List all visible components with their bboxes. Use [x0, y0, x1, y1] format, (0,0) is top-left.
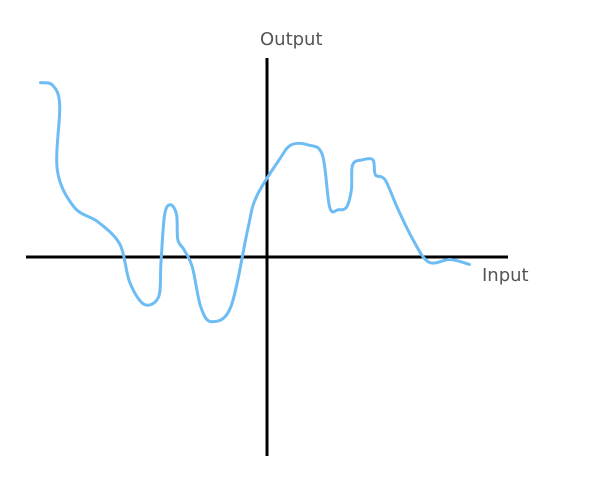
- y-axis-label: Output: [260, 29, 323, 50]
- output-curve: [39, 81, 471, 324]
- x-axis-label: Input: [482, 265, 529, 286]
